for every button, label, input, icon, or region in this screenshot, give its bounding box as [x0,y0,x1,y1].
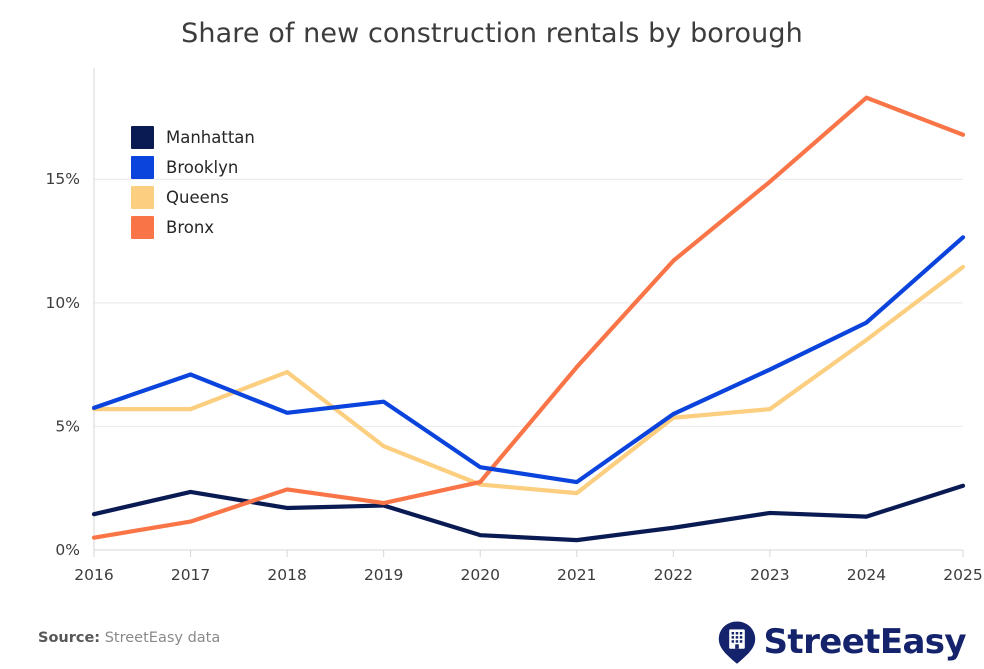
x-axis-tick-label: 2021 [557,566,596,584]
x-axis-tick-label: 2016 [74,566,113,584]
series-line-bronx[interactable] [91,95,966,540]
legend-item-queens[interactable]: Queens [131,185,255,209]
x-axis-tick-label: 2022 [654,566,693,584]
legend-swatch-icon [131,155,154,179]
y-axis-tick-label: 10% [46,294,80,312]
map-pin-building-icon [718,621,755,664]
legend-swatch-icon [131,185,154,209]
legend-item-manhattan[interactable]: Manhattan [131,125,255,149]
line-chart-svg: 0% 5% 10% 15% 2016 2017 2018 2019 2020 2021 2022 20… [46,68,983,584]
legend-swatch-icon [131,125,154,149]
chart-legend: Manhattan Brooklyn Queens Bronx [131,125,255,239]
legend-swatch-icon [131,215,154,239]
x-axis-tick-label: 2017 [171,566,210,584]
source-label: Source: [38,630,101,646]
chart-plot-area: 0% 5% 10% 15% 2016 2017 2018 2019 2020 2021 2022 20… [46,68,983,584]
y-axis-tick-label: 15% [46,170,80,188]
legend-item-brooklyn[interactable]: Brooklyn [131,155,255,179]
y-axis-tick-label: 0% [55,541,80,559]
brand-wordmark: StreetEasy [763,622,967,662]
legend-item-bronx[interactable]: Bronx [131,215,255,239]
source-note: Source: StreetEasy data [38,630,220,646]
legend-item-label: Queens [166,187,229,207]
x-axis-tick-label: 2024 [847,566,886,584]
legend-item-label: Brooklyn [166,157,239,177]
legend-item-label: Bronx [166,217,215,237]
series-line-brooklyn[interactable] [91,235,966,485]
streeteasy-logo[interactable]: StreetEasy [717,620,967,664]
page-title: Share of new construction rentals by bor… [181,18,803,49]
chart-footer: Source: StreetEasy data [0,600,984,669]
legend-item-label: Manhattan [166,127,255,147]
y-axis-tick-label: 5% [55,417,80,435]
series-line-manhattan[interactable] [91,483,966,543]
x-axis-tick-label: 2023 [750,566,789,584]
x-axis-tick-label: 2019 [364,566,403,584]
series-line-queens[interactable] [91,264,966,496]
x-axis-tick-label: 2025 [943,566,982,584]
x-axis-tick-label: 2020 [460,566,499,584]
source-value: StreetEasy data [104,630,221,646]
x-axis-tick-label: 2018 [267,566,306,584]
